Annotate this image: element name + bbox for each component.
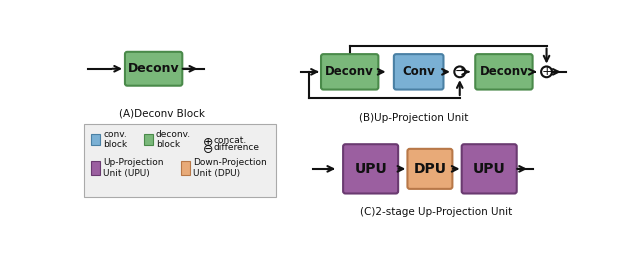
Text: DPU: DPU [413, 162, 447, 176]
Text: ⊕: ⊕ [202, 136, 213, 149]
Text: (C)2-stage Up-Projection Unit: (C)2-stage Up-Projection Unit [360, 207, 513, 217]
Text: Deconv: Deconv [128, 62, 179, 75]
FancyBboxPatch shape [180, 161, 190, 175]
Text: UPU: UPU [473, 162, 506, 176]
FancyBboxPatch shape [394, 54, 444, 90]
Text: −: − [454, 65, 465, 78]
Text: conv.
block: conv. block [103, 130, 127, 149]
FancyBboxPatch shape [91, 161, 100, 175]
FancyBboxPatch shape [321, 54, 378, 90]
FancyBboxPatch shape [91, 134, 100, 145]
Text: +: + [541, 65, 552, 78]
Text: (B)Up-Projection Unit: (B)Up-Projection Unit [358, 113, 468, 123]
Text: Up-Projection
Unit (UPU): Up-Projection Unit (UPU) [103, 158, 164, 178]
Text: UPU: UPU [355, 162, 387, 176]
Text: ⊖: ⊖ [202, 143, 213, 156]
Text: Down-Projection
Unit (DPU): Down-Projection Unit (DPU) [193, 158, 267, 178]
FancyBboxPatch shape [125, 52, 182, 86]
FancyBboxPatch shape [476, 54, 532, 90]
Circle shape [541, 67, 552, 77]
Text: deconv.
block: deconv. block [156, 130, 191, 149]
FancyBboxPatch shape [84, 124, 276, 197]
Text: Conv: Conv [403, 65, 435, 78]
FancyBboxPatch shape [143, 134, 153, 145]
Circle shape [454, 67, 465, 77]
FancyBboxPatch shape [408, 149, 452, 189]
FancyBboxPatch shape [343, 144, 398, 193]
Text: Deconv: Deconv [479, 65, 528, 78]
Text: concat.: concat. [213, 136, 246, 145]
FancyBboxPatch shape [461, 144, 516, 193]
Text: (A)Deconv Block: (A)Deconv Block [119, 109, 205, 119]
Text: difference: difference [213, 143, 259, 152]
Text: Deconv: Deconv [325, 65, 374, 78]
